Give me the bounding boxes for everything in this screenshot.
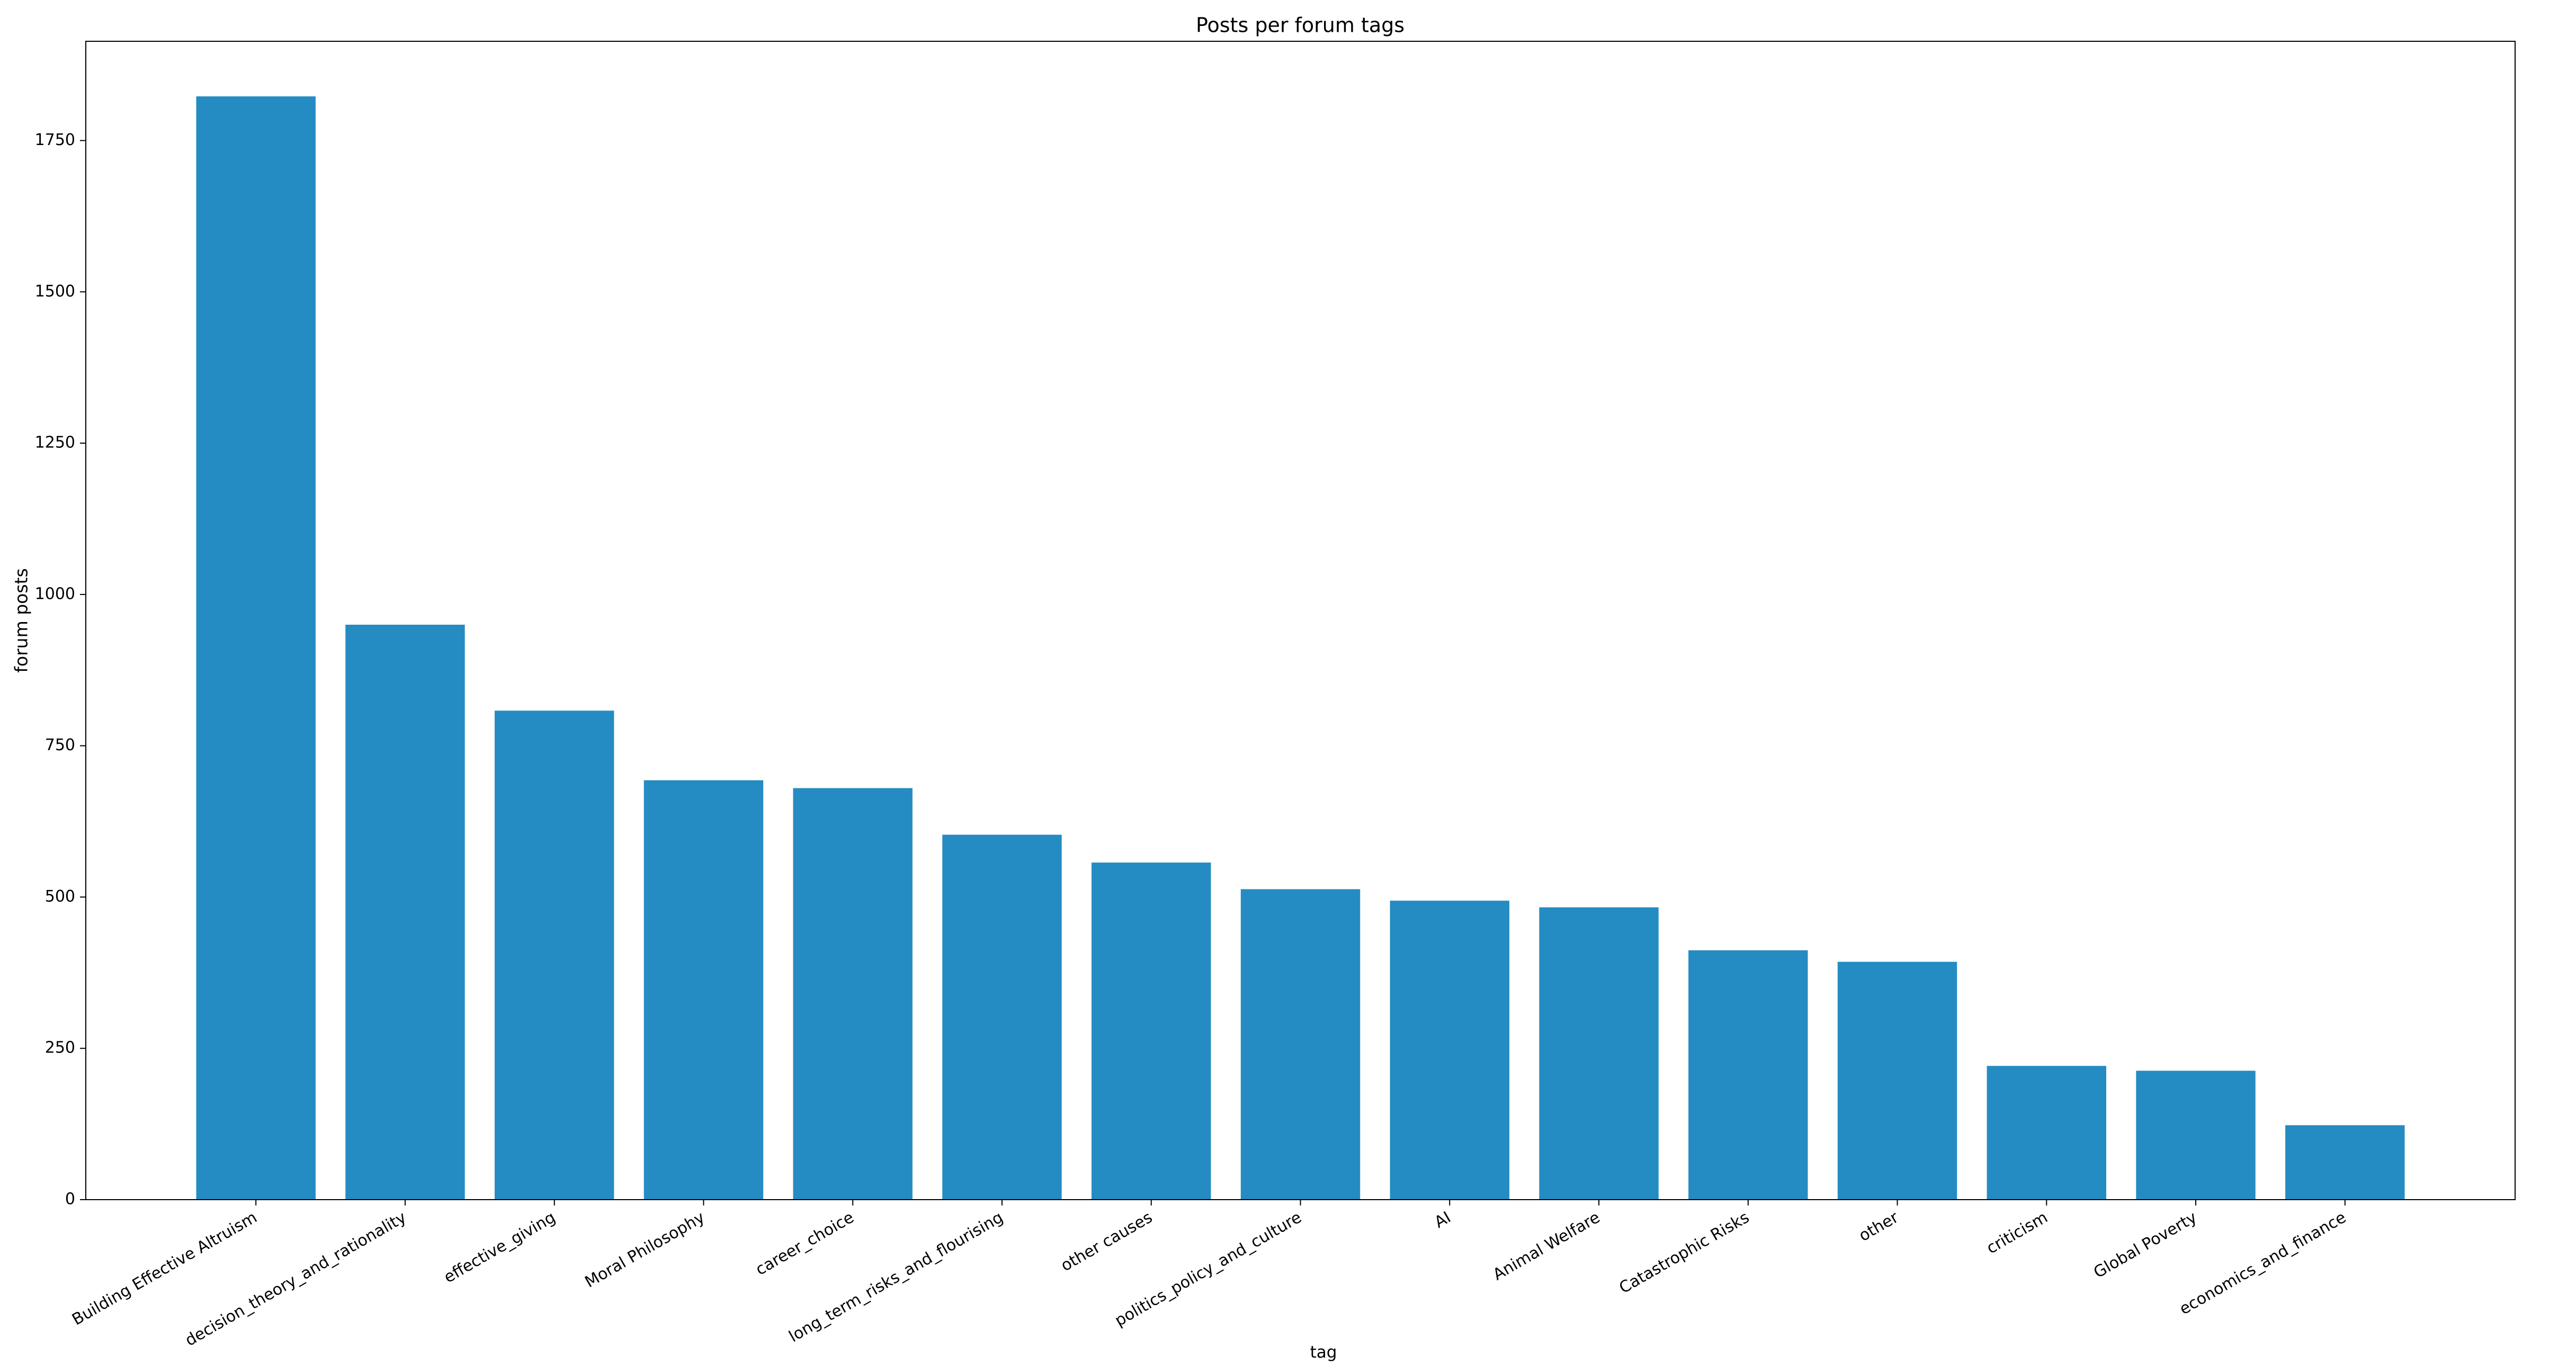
bar [942,834,1062,1200]
y-tick-label: 0 [65,1190,75,1209]
chart-title: Posts per forum tags [1196,14,1405,37]
bar [1092,862,1211,1200]
bar [643,780,764,1200]
bar [345,625,465,1200]
bar [1837,961,1957,1200]
y-tick-label: 750 [45,736,75,754]
bar [495,710,614,1200]
y-tick-label: 250 [45,1039,75,1057]
bar [1688,950,1808,1200]
bar [1240,889,1361,1200]
x-axis-label: tag [1310,1343,1337,1362]
bar [2285,1125,2405,1200]
bar [2136,1070,2256,1200]
bar [793,788,913,1200]
y-tick-label: 1750 [35,131,75,149]
y-tick-label: 500 [45,887,75,906]
y-tick-label: 1000 [35,584,75,603]
y-tick-label: 1500 [35,282,75,301]
bar [1987,1066,2106,1200]
y-tick-label: 1250 [35,434,75,452]
bar [1390,901,1509,1200]
bar [196,96,316,1200]
plot-frame [85,41,2516,1200]
bar [1539,907,1659,1200]
y-axis-label: forum posts [11,568,32,672]
